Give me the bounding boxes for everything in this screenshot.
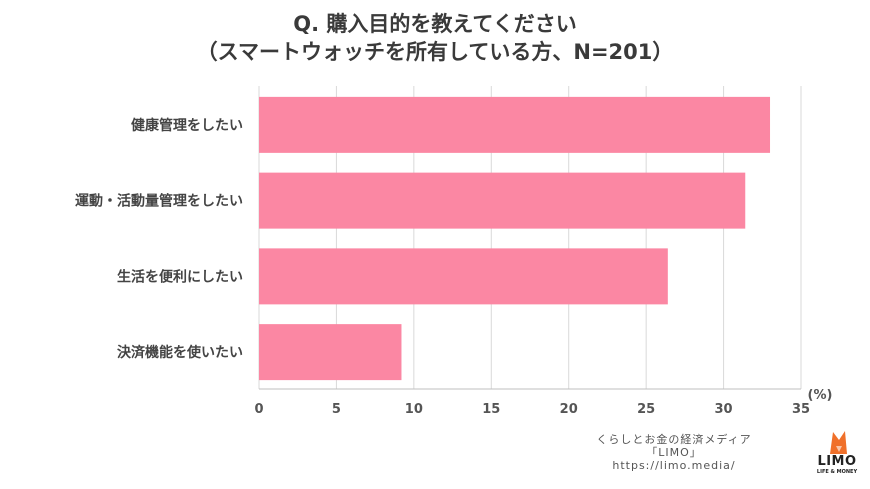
category-label-1: 運動・活動量管理をしたい bbox=[75, 193, 243, 210]
x-axis-unit: (%) bbox=[808, 388, 833, 403]
x-tick-label-6: 30 bbox=[715, 402, 733, 417]
chart-title: Q. 購入目的を教えてください （スマートウォッチを所有している方、N=201） bbox=[0, 10, 870, 66]
x-tick-label-3: 15 bbox=[482, 402, 500, 417]
logo-wordmark: LIMO bbox=[817, 454, 857, 469]
x-tick-label-0: 0 bbox=[254, 402, 263, 417]
bar-1 bbox=[259, 172, 746, 229]
bar-2 bbox=[259, 248, 668, 305]
category-label-3: 決済機能を使いたい bbox=[117, 344, 243, 361]
x-tick-label-4: 20 bbox=[560, 402, 578, 417]
x-tick-label-5: 25 bbox=[637, 402, 655, 417]
category-label-0: 健康管理をしたい bbox=[131, 117, 243, 134]
credit-line1: くらしとお金の経済メディア bbox=[596, 433, 752, 446]
category-label-2: 生活を便利にしたい bbox=[117, 268, 243, 285]
x-tick-label-1: 5 bbox=[332, 402, 341, 417]
chart-title-line1: Q. 購入目的を教えてください bbox=[293, 12, 577, 36]
credit-line2: 「LIMO」 bbox=[646, 446, 702, 459]
bar-0 bbox=[259, 96, 771, 153]
x-tick-label-7: 35 bbox=[792, 402, 810, 417]
logo-tagline: LIFE & MONEY bbox=[816, 469, 858, 475]
x-tick-label-2: 10 bbox=[405, 402, 423, 417]
limo-logo: LIMO LIFE & MONEY bbox=[814, 428, 860, 478]
chart-title-line2: （スマートウォッチを所有している方、N=201） bbox=[196, 40, 674, 64]
fox-icon bbox=[830, 431, 847, 454]
bar-3 bbox=[259, 324, 402, 381]
credit-url: https://limo.media/ bbox=[612, 459, 736, 472]
source-credit: くらしとお金の経済メディア 「LIMO」 https://limo.media/ bbox=[544, 433, 804, 472]
